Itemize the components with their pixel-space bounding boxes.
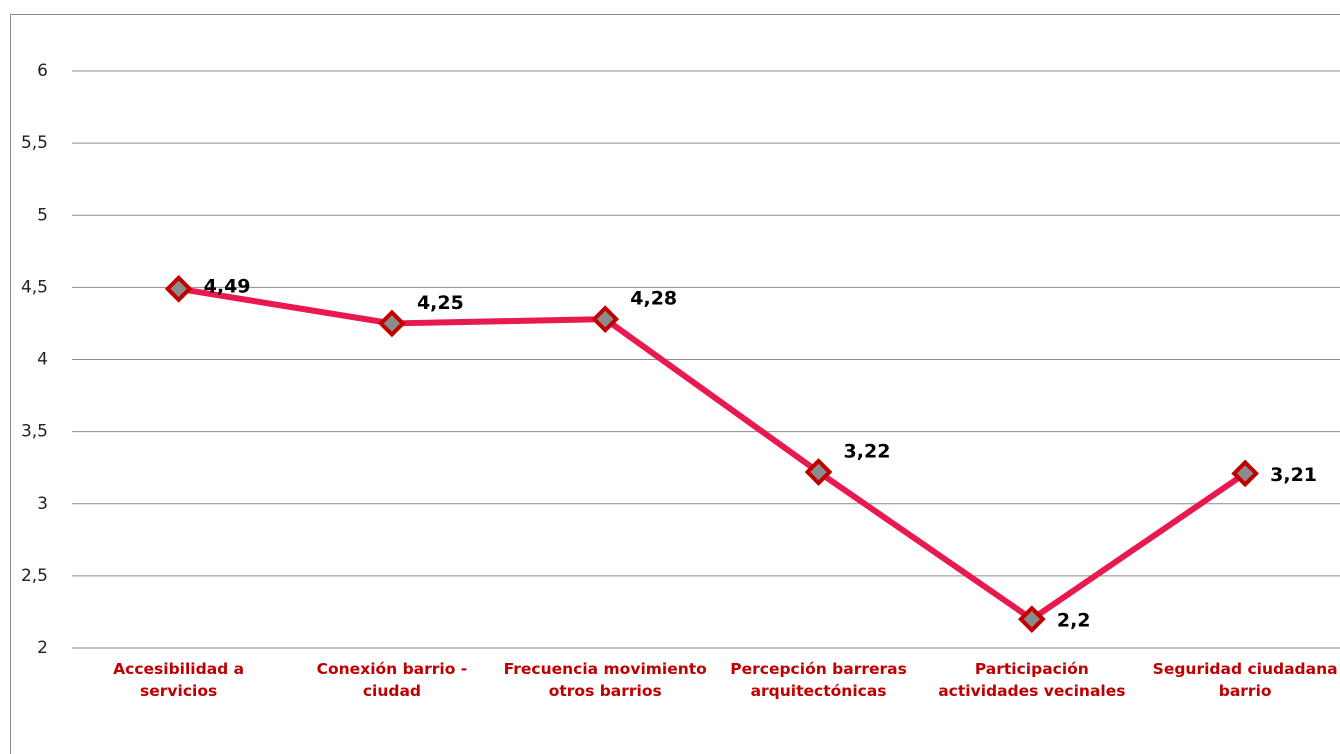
y-tick-label: 2 (37, 638, 48, 658)
y-tick-label: 5 (37, 205, 48, 225)
chart-frame (10, 14, 1340, 754)
x-tick-label: Percepción barreras arquitectónicas (730, 660, 907, 700)
data-point (164, 274, 193, 303)
y-tick-label: 3 (37, 494, 48, 514)
data-point (804, 458, 833, 486)
x-tick-label: Accesibilidad a servicios (113, 660, 245, 700)
data-point (591, 305, 620, 333)
x-tick-label: Participación actividades vecinales (938, 660, 1126, 700)
x-tick-label: Conexión barrio - ciudad (316, 660, 468, 700)
y-tick-label: 2,5 (21, 566, 48, 586)
data-point (378, 309, 406, 338)
y-tick-label: 5,5 (21, 133, 48, 153)
data-label: 4,25 (417, 292, 464, 314)
data-label: 2,2 (1057, 610, 1091, 632)
data-point (1231, 459, 1259, 488)
y-tick-label: 4,5 (21, 277, 48, 297)
data-point (1018, 605, 1046, 633)
x-tick-label: Frecuencia movimiento otros barrios (503, 660, 707, 700)
data-label: 3,21 (1270, 464, 1317, 486)
data-label: 4,49 (204, 275, 251, 297)
x-tick-label: Seguridad ciudadana barrio (1152, 660, 1338, 700)
y-tick-label: 4 (37, 350, 48, 370)
data-label: 3,22 (844, 441, 891, 463)
series-line (178, 285, 1247, 623)
data-label: 4,28 (630, 288, 677, 310)
y-tick-label: 6 (37, 61, 48, 81)
y-tick-label: 3,5 (21, 422, 48, 442)
